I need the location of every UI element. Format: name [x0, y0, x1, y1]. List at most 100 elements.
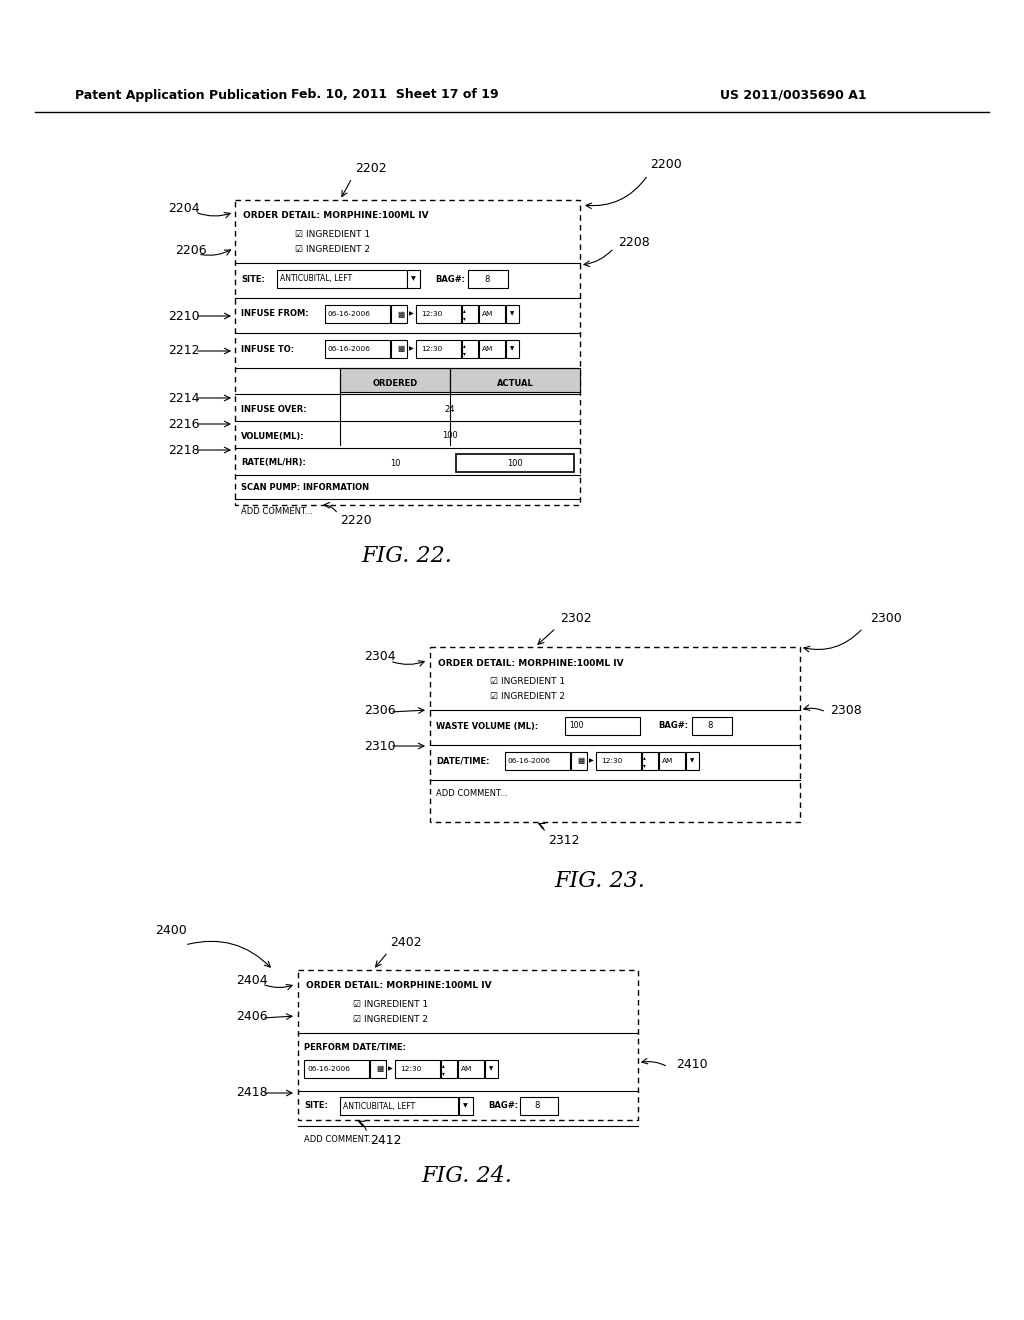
Text: VOLUME(ML):: VOLUME(ML):: [241, 432, 304, 441]
Bar: [304, 1060, 369, 1078]
Text: 10: 10: [390, 458, 400, 467]
Text: ▾: ▾: [463, 351, 466, 356]
Bar: [462, 341, 478, 358]
Text: FIG. 22.: FIG. 22.: [361, 545, 453, 568]
Text: BAG#:: BAG#:: [488, 1101, 518, 1110]
Bar: [596, 752, 641, 770]
Text: ORDER DETAIL: MORPHINE:100ML IV: ORDER DETAIL: MORPHINE:100ML IV: [243, 211, 429, 220]
Text: US 2011/0035690 A1: US 2011/0035690 A1: [720, 88, 866, 102]
Text: 24: 24: [444, 404, 456, 413]
Text: ADD COMMENT...: ADD COMMENT...: [436, 788, 508, 797]
Bar: [506, 341, 519, 358]
Text: 100: 100: [569, 722, 584, 730]
Text: ▦: ▦: [397, 345, 404, 354]
Bar: [659, 752, 685, 770]
Text: ▼: ▼: [463, 1104, 468, 1109]
Bar: [416, 341, 461, 358]
Text: 2302: 2302: [560, 611, 592, 624]
Text: 2410: 2410: [676, 1059, 708, 1072]
Text: ▶: ▶: [409, 346, 414, 351]
Text: ▶: ▶: [388, 1067, 393, 1072]
Bar: [416, 305, 461, 323]
Bar: [298, 970, 638, 1119]
Text: ORDER DETAIL: MORPHINE:100ML IV: ORDER DETAIL: MORPHINE:100ML IV: [306, 982, 492, 990]
Text: 06-16-2006: 06-16-2006: [328, 346, 371, 352]
Text: AM: AM: [482, 312, 494, 317]
Text: ANTICUBITAL, LEFT: ANTICUBITAL, LEFT: [343, 1101, 415, 1110]
Bar: [441, 1060, 457, 1078]
Text: INFUSE TO:: INFUSE TO:: [241, 345, 294, 354]
Text: 2412: 2412: [370, 1134, 401, 1147]
Text: ▦: ▦: [577, 756, 585, 766]
Bar: [370, 1060, 386, 1078]
Text: Feb. 10, 2011  Sheet 17 of 19: Feb. 10, 2011 Sheet 17 of 19: [291, 88, 499, 102]
Text: 2310: 2310: [364, 739, 395, 752]
Text: 06-16-2006: 06-16-2006: [307, 1067, 350, 1072]
Text: 2214: 2214: [168, 392, 200, 404]
Text: ADD COMMENT...: ADD COMMENT...: [304, 1134, 376, 1143]
Bar: [462, 305, 478, 323]
Text: 2218: 2218: [168, 444, 200, 457]
Bar: [325, 341, 390, 358]
Text: 12:30: 12:30: [421, 312, 442, 317]
Bar: [340, 368, 450, 392]
Text: ADD COMMENT...: ADD COMMENT...: [241, 507, 313, 516]
Text: 2402: 2402: [390, 936, 422, 949]
Text: 2206: 2206: [175, 243, 207, 256]
Bar: [459, 1097, 473, 1115]
Text: AM: AM: [662, 758, 674, 764]
Text: 2208: 2208: [618, 235, 650, 248]
Bar: [468, 271, 508, 288]
Text: 12:30: 12:30: [601, 758, 623, 764]
Text: ACTUAL: ACTUAL: [497, 380, 534, 388]
Text: ▼: ▼: [510, 346, 514, 351]
Text: ▾: ▾: [643, 763, 646, 768]
Text: 06-16-2006: 06-16-2006: [328, 312, 371, 317]
Bar: [479, 341, 505, 358]
Text: 2210: 2210: [168, 309, 200, 322]
Text: 12:30: 12:30: [421, 346, 442, 352]
Text: BAG#:: BAG#:: [435, 275, 465, 284]
Text: 8: 8: [484, 275, 489, 284]
Text: 2404: 2404: [236, 974, 267, 986]
Text: ▾: ▾: [442, 1072, 444, 1077]
Text: 2308: 2308: [830, 704, 862, 717]
Bar: [340, 1097, 458, 1115]
Text: ▶: ▶: [409, 312, 414, 317]
Text: FIG. 24.: FIG. 24.: [422, 1166, 512, 1187]
Text: ▼: ▼: [489, 1067, 494, 1072]
Bar: [571, 752, 587, 770]
Text: 2304: 2304: [364, 651, 395, 664]
Text: 2216: 2216: [168, 417, 200, 430]
Bar: [642, 752, 658, 770]
Text: BAG#:: BAG#:: [658, 722, 688, 730]
Text: ☑ INGREDIENT 2: ☑ INGREDIENT 2: [353, 1015, 428, 1023]
Text: 2418: 2418: [236, 1086, 267, 1100]
Text: 2400: 2400: [155, 924, 186, 936]
Bar: [505, 752, 570, 770]
Text: ▶: ▶: [589, 759, 594, 763]
Bar: [520, 1097, 558, 1115]
Text: 2312: 2312: [548, 833, 580, 846]
Text: RATE(ML/HR):: RATE(ML/HR):: [241, 458, 306, 467]
Bar: [458, 1060, 484, 1078]
Bar: [234, 201, 580, 506]
Text: 12:30: 12:30: [400, 1067, 421, 1072]
Bar: [450, 368, 580, 392]
Text: ORDERED: ORDERED: [373, 380, 418, 388]
Bar: [325, 305, 390, 323]
Text: 2202: 2202: [355, 161, 387, 174]
Text: Patent Application Publication: Patent Application Publication: [75, 88, 288, 102]
Text: AM: AM: [482, 346, 494, 352]
Text: ☑ INGREDIENT 2: ☑ INGREDIENT 2: [490, 692, 565, 701]
Text: 2204: 2204: [168, 202, 200, 214]
Text: ☑ INGREDIENT 1: ☑ INGREDIENT 1: [295, 230, 370, 239]
Text: 2306: 2306: [364, 704, 395, 717]
Text: ▼: ▼: [411, 276, 416, 281]
Text: SITE:: SITE:: [241, 275, 265, 284]
Text: ORDER DETAIL: MORPHINE:100ML IV: ORDER DETAIL: MORPHINE:100ML IV: [438, 659, 624, 668]
Text: 06-16-2006: 06-16-2006: [508, 758, 551, 764]
Text: 100: 100: [442, 432, 458, 441]
Text: ▴: ▴: [442, 1064, 444, 1068]
Text: DATE/TIME:: DATE/TIME:: [436, 756, 489, 766]
